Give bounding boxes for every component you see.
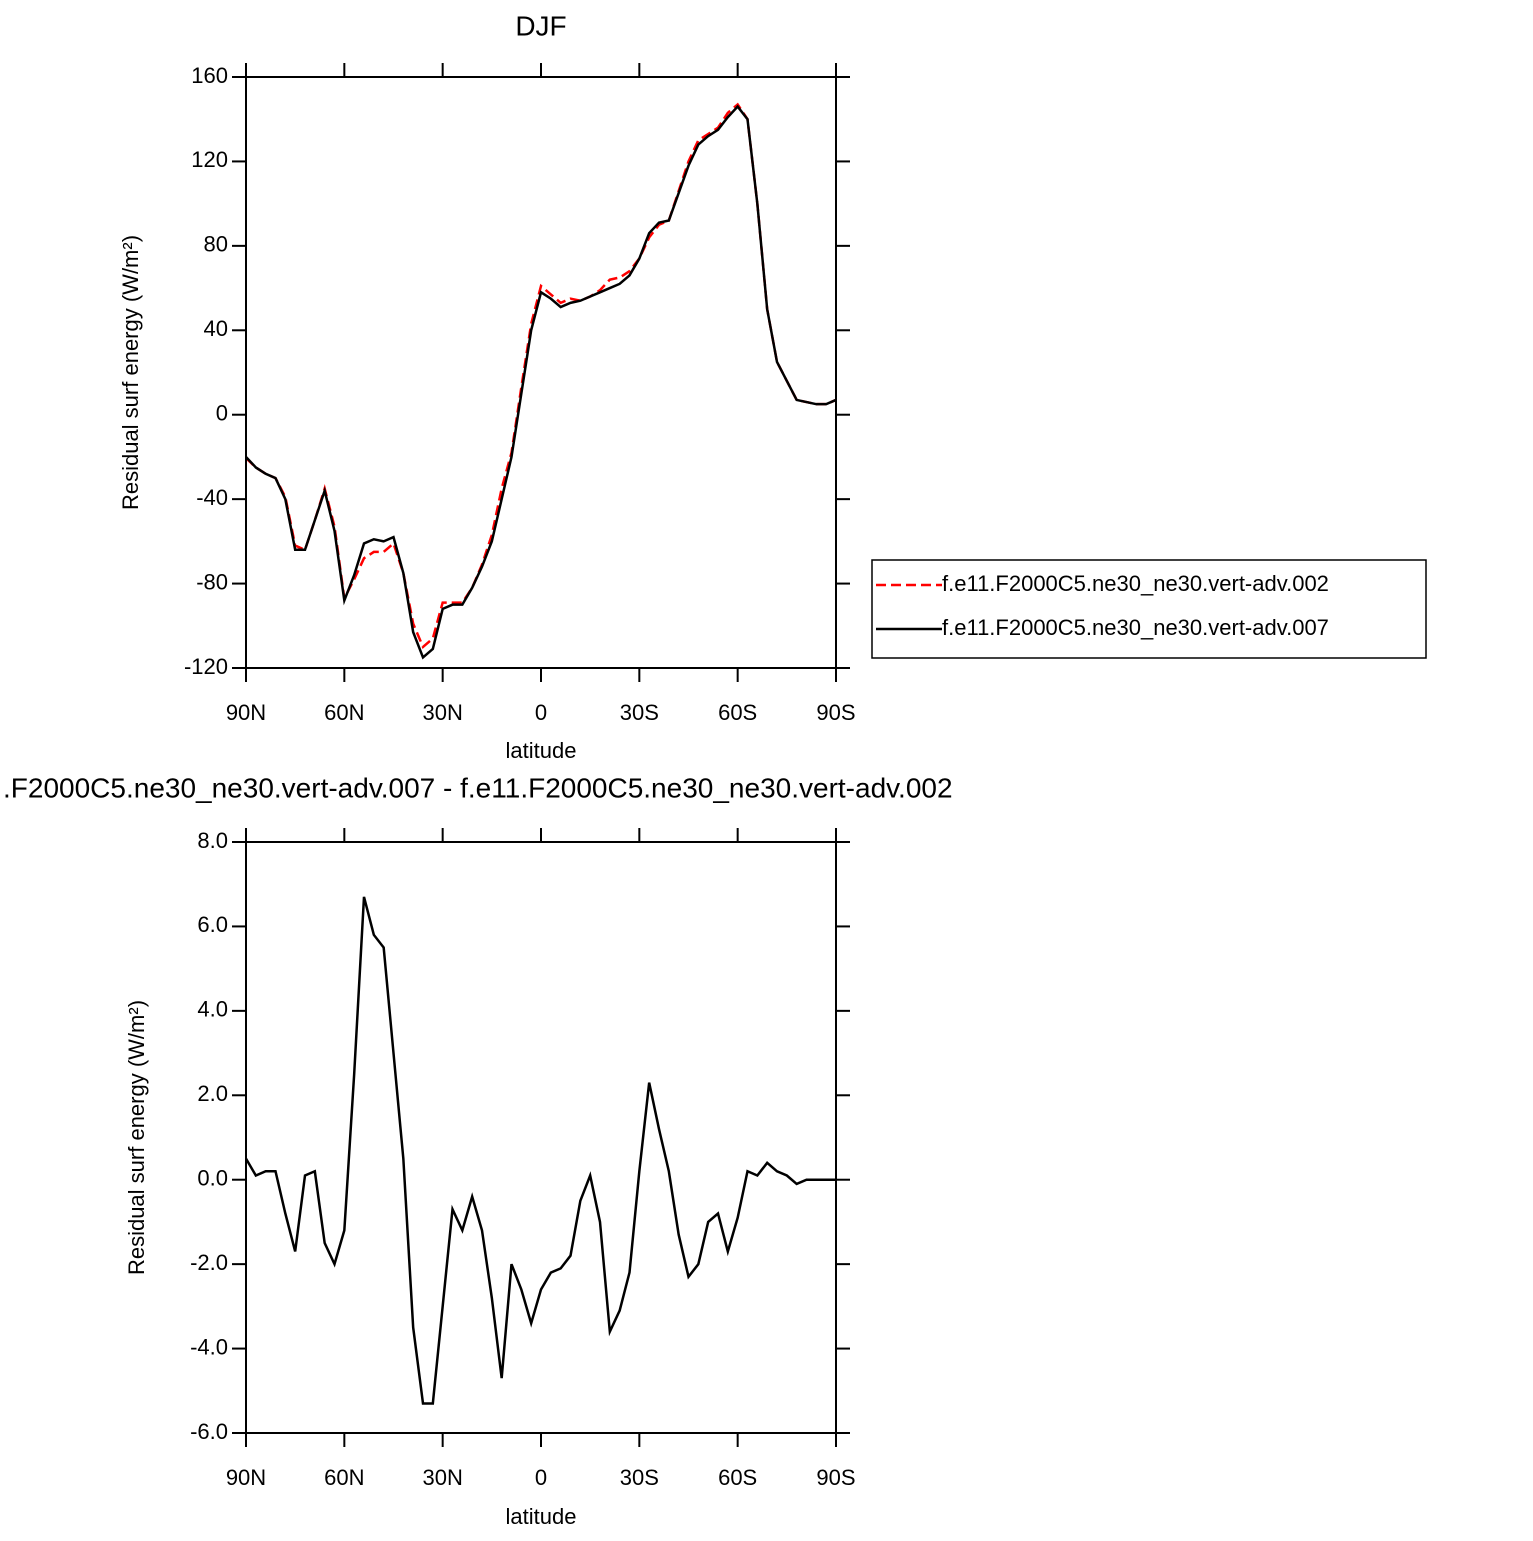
y-tick-label: 0.0 — [197, 1166, 228, 1191]
x-tick-label: 90S — [816, 700, 855, 725]
x-tick-label: 0 — [535, 1465, 547, 1490]
y-tick-label: 2.0 — [197, 1081, 228, 1106]
y-tick-label: -80 — [196, 569, 228, 594]
data-line — [245, 102, 837, 649]
x-tick-label: 0 — [535, 700, 547, 725]
x-tick-label: 90N — [226, 1465, 266, 1490]
y-tick-label: 6.0 — [197, 912, 228, 937]
x-tick-label: 90N — [226, 700, 266, 725]
x-tick-label: 30S — [620, 1465, 659, 1490]
y-tick-label: 80 — [204, 232, 228, 257]
y-tick-label: 40 — [204, 316, 228, 341]
data-line — [245, 104, 837, 660]
plot-frame — [245, 76, 837, 669]
chart-title: DJF — [515, 10, 566, 41]
chart-title: .F2000C5.ne30_ne30.vert-adv.007 - f.e11.… — [3, 772, 953, 803]
y-axis-label: Residual surf energy (W/m²) — [118, 235, 143, 510]
y-tick-label: -4.0 — [190, 1334, 228, 1359]
x-tick-label: 90S — [816, 1465, 855, 1490]
y-axis-label: Residual surf energy (W/m²) — [124, 1000, 149, 1275]
legend-label: f.e11.F2000C5.ne30_ne30.vert-adv.007 — [942, 615, 1329, 640]
y-tick-label: 0 — [216, 401, 228, 426]
x-tick-label: 60S — [718, 1465, 757, 1490]
y-tick-label: 120 — [191, 147, 228, 172]
x-axis-label: latitude — [506, 1504, 577, 1529]
legend-label: f.e11.F2000C5.ne30_ne30.vert-adv.002 — [942, 571, 1329, 596]
x-tick-label: 60N — [324, 700, 364, 725]
y-tick-label: -120 — [184, 654, 228, 679]
y-tick-label: 160 — [191, 63, 228, 88]
legend-box — [871, 559, 1427, 659]
x-tick-label: 30N — [422, 700, 462, 725]
x-axis-label: latitude — [506, 738, 577, 763]
x-tick-label: 60N — [324, 1465, 364, 1490]
y-tick-label: -40 — [196, 485, 228, 510]
data-line — [244, 896, 836, 1405]
y-tick-label: -6.0 — [190, 1419, 228, 1444]
x-tick-label: 30S — [620, 700, 659, 725]
x-tick-label: 60S — [718, 700, 757, 725]
y-tick-label: 4.0 — [197, 997, 228, 1022]
y-tick-label: -2.0 — [190, 1250, 228, 1275]
plot-frame — [245, 841, 837, 1434]
x-tick-label: 30N — [422, 1465, 462, 1490]
y-tick-label: 8.0 — [197, 828, 228, 853]
